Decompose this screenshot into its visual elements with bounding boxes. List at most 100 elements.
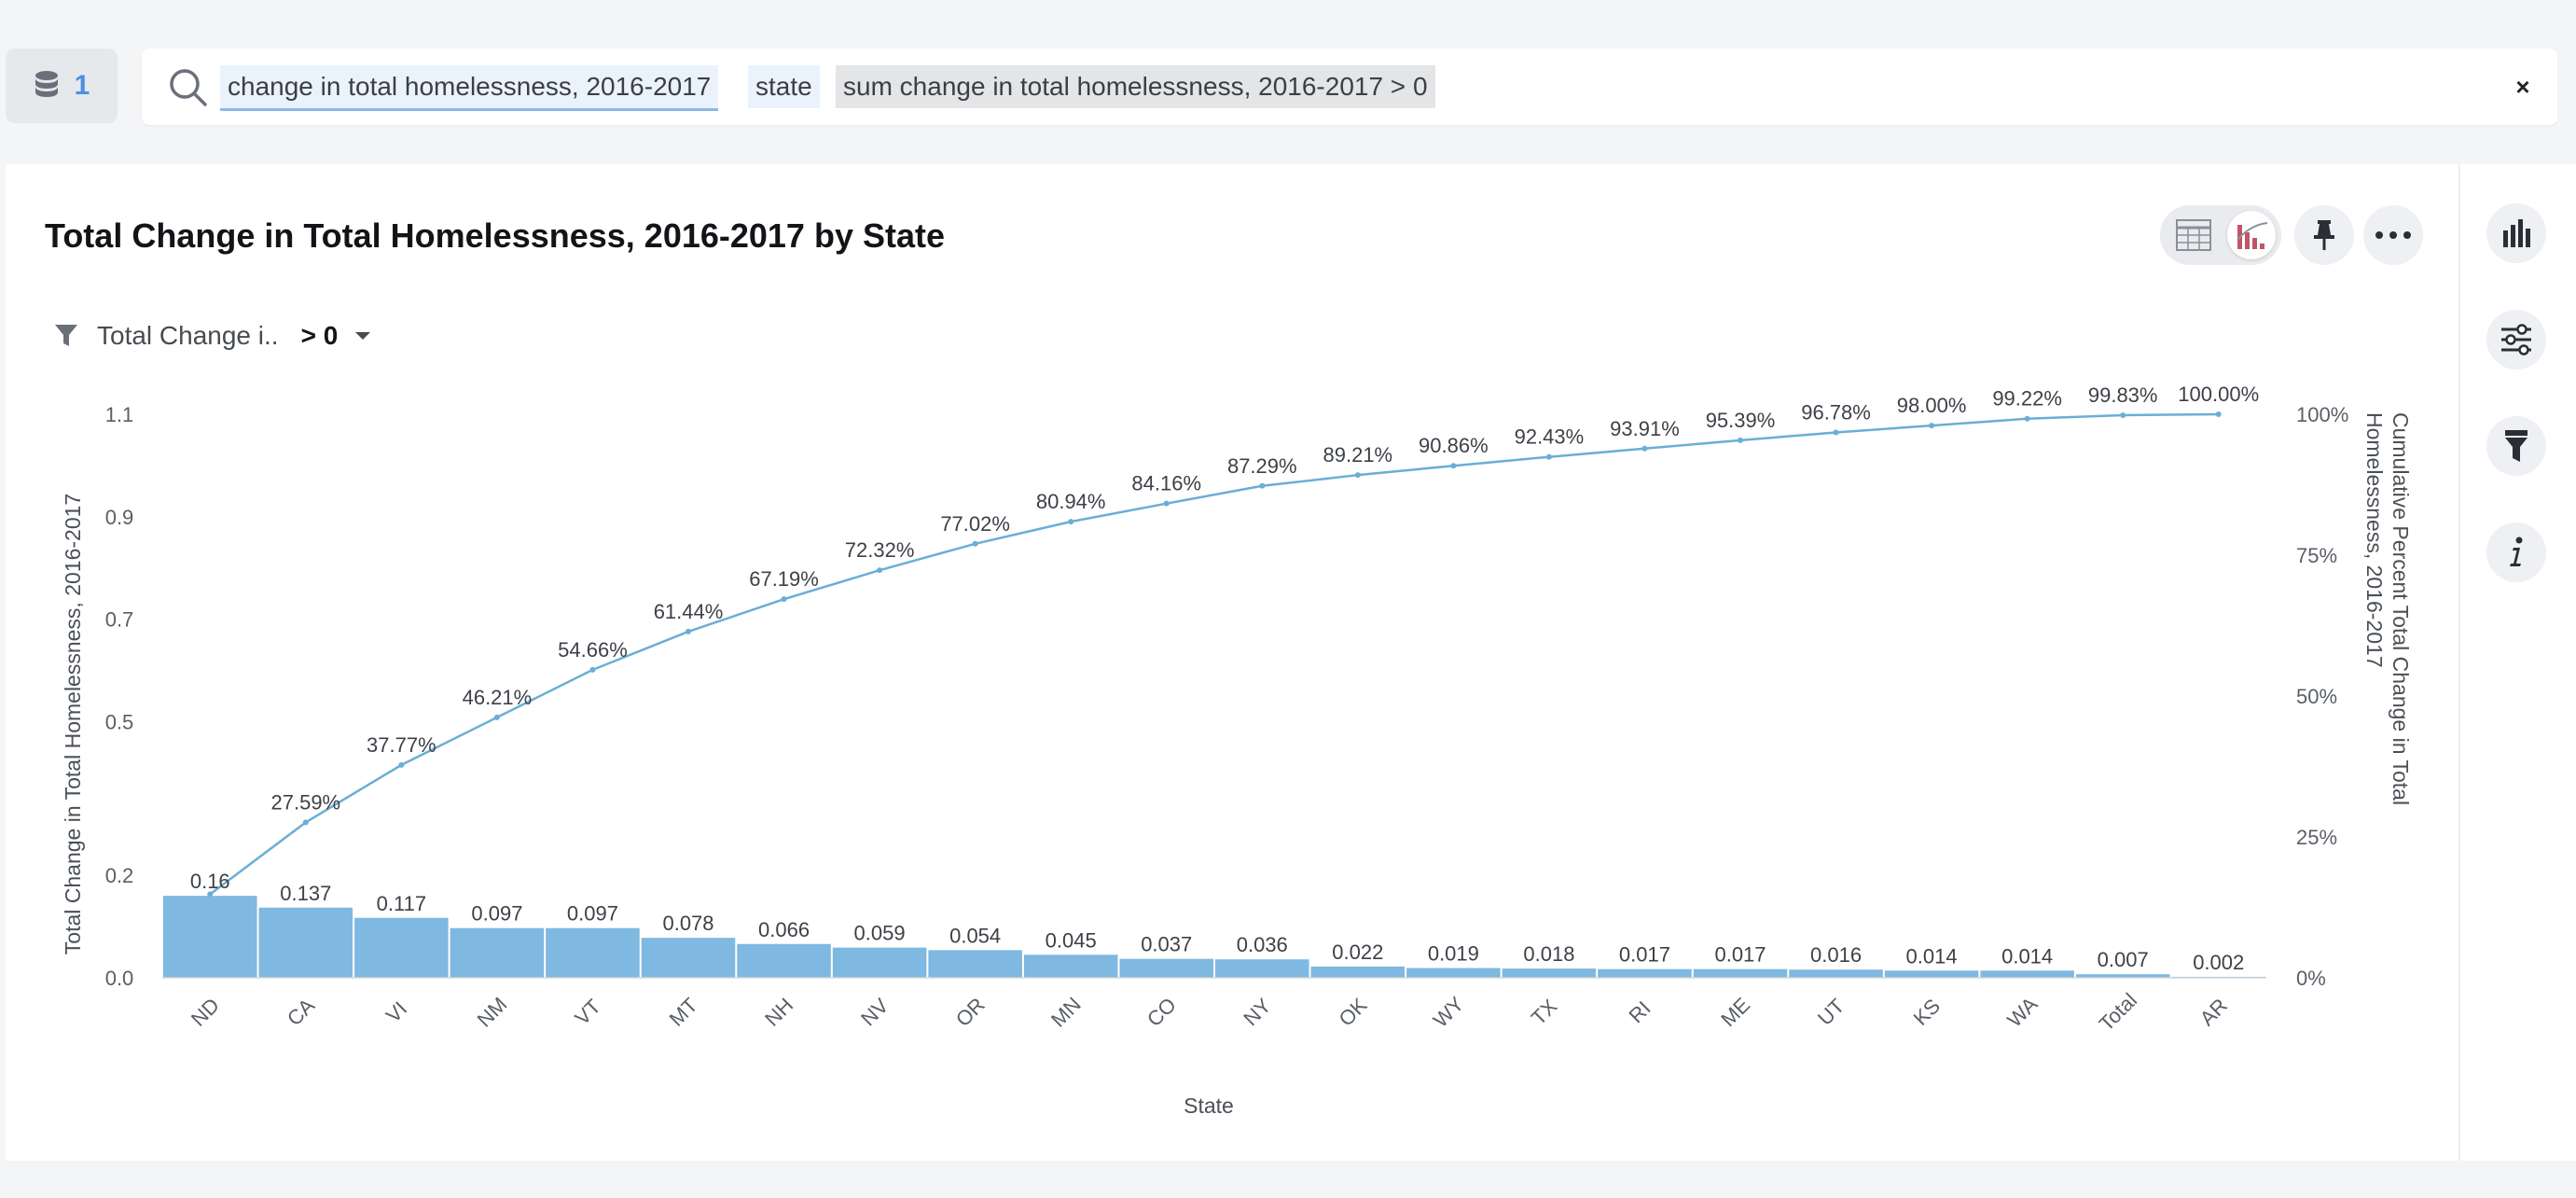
bar-vi: [354, 917, 449, 978]
line-value-label: 93.91%: [1610, 417, 1680, 440]
bar-value-label: 0.019: [1428, 942, 1479, 966]
info-button[interactable]: [2486, 522, 2546, 582]
y2-axis-title: Cumulative Percent Total Change in Total…: [2362, 412, 2413, 805]
line-value-label: 80.94%: [1036, 490, 1106, 513]
line-value-label: 90.86%: [1419, 434, 1489, 457]
bar-value-label: 0.066: [758, 918, 810, 941]
filter-icon: [55, 325, 77, 346]
line-point: [398, 761, 405, 768]
filter-value: > 0: [300, 321, 339, 350]
search-token-attribute[interactable]: state: [748, 65, 820, 108]
x-tick-label: UT: [1813, 994, 1849, 1029]
filter-chip[interactable]: Total Change i.. > 0: [54, 315, 371, 356]
bar-value-label: 0.017: [1714, 943, 1766, 967]
clear-search-button[interactable]: ×: [2503, 67, 2542, 106]
chevron-down-icon[interactable]: [354, 330, 371, 341]
line-value-label: 54.66%: [558, 638, 628, 662]
bar-mt: [641, 938, 736, 978]
settings-button[interactable]: [2486, 310, 2546, 369]
chart-config-button[interactable]: [2486, 203, 2546, 263]
bar-ny: [1215, 959, 1309, 978]
line-point: [589, 666, 596, 673]
more-options-button[interactable]: [2363, 205, 2423, 265]
y2-tick-label: 75%: [2296, 544, 2337, 567]
line-point: [493, 714, 500, 720]
line-point: [2024, 415, 2030, 422]
chart-type-icon: [2237, 222, 2268, 249]
y-tick-label: 0.2: [105, 864, 134, 887]
line-value-label: 95.39%: [1706, 409, 1776, 432]
search-icon: [170, 69, 207, 106]
search-token-filter[interactable]: sum change in total homelessness, 2016-2…: [836, 65, 1435, 108]
chart-view-button[interactable]: [2227, 211, 2276, 259]
side-panel-divider: [2458, 164, 2460, 1161]
line-point: [1738, 437, 1743, 443]
line-point: [1163, 500, 1170, 507]
x-tick-label: ME: [1716, 993, 1754, 1031]
x-tick-label: MT: [665, 994, 702, 1031]
x-tick-label: MN: [1046, 993, 1086, 1032]
pin-icon: [2314, 220, 2334, 250]
line-value-label: 67.19%: [749, 567, 819, 591]
y-tick-label: 0.5: [105, 710, 134, 733]
bar-ca: [258, 907, 353, 978]
y2-tick-label: 25%: [2296, 826, 2337, 849]
line-value-label: 27.59%: [271, 790, 341, 814]
line-point: [972, 540, 978, 547]
line-point: [1929, 423, 1935, 429]
line-value-label: 72.32%: [845, 538, 915, 562]
bar-vt: [546, 927, 640, 978]
x-tick-label: OK: [1334, 993, 1371, 1030]
x-tick-label: OR: [951, 993, 990, 1031]
line-point: [781, 596, 787, 603]
x-tick-label: NM: [473, 993, 512, 1032]
bar-value-label: 0.014: [2001, 944, 2053, 968]
table-view-button[interactable]: [2169, 211, 2218, 259]
bar-value-label: 0.037: [1141, 933, 1192, 956]
bar-value-label: 0.017: [1619, 943, 1670, 967]
line-value-label: 37.77%: [367, 733, 436, 757]
bar-ks: [1884, 970, 1979, 978]
x-tick-label: CA: [283, 994, 320, 1031]
view-toggle[interactable]: [2160, 205, 2281, 265]
line-point: [877, 567, 883, 574]
line-point: [2120, 412, 2126, 419]
bar-ri: [1598, 968, 1692, 978]
search-token-measure[interactable]: change in total homelessness, 2016-2017: [220, 65, 719, 111]
x-tick-label: NH: [760, 994, 797, 1031]
line-value-label: 61.44%: [654, 600, 724, 623]
bar-nd: [163, 896, 257, 978]
search-bar[interactable]: change in total homelessness, 2016-2017 …: [142, 49, 2557, 125]
line-value-label: 77.02%: [940, 512, 1010, 536]
x-tick-label: KS: [1909, 994, 1945, 1029]
answer-card: Total Change in Total Homelessness, 2016…: [6, 164, 2458, 1161]
filters-button[interactable]: [2486, 416, 2546, 476]
bar-value-label: 0.054: [949, 924, 1001, 947]
bar-wy: [1406, 968, 1501, 978]
y-axis-title: Total Change in Total Homelessness, 2016…: [61, 494, 85, 954]
x-tick-label: WA: [2002, 992, 2042, 1031]
x-tick-label: Total: [2095, 988, 2142, 1036]
line-value-label: 96.78%: [1801, 400, 1871, 424]
more-icon: [2375, 231, 2411, 239]
line-value-label: 99.83%: [2088, 383, 2158, 407]
bar-value-label: 0.018: [1523, 942, 1574, 966]
table-icon: [2176, 219, 2211, 251]
y-tick-label: 0.9: [105, 506, 134, 529]
bar-co: [1119, 958, 1213, 978]
bar-wa: [1980, 970, 2074, 978]
x-axis-title: State: [1184, 1094, 1234, 1118]
y2-tick-label: 50%: [2296, 685, 2337, 708]
sliders-icon: [2501, 324, 2531, 355]
line-value-label: 46.21%: [463, 686, 533, 709]
pin-button[interactable]: [2294, 205, 2354, 265]
line-point: [207, 891, 214, 898]
line-point: [302, 819, 309, 826]
bar-nh: [737, 943, 831, 978]
x-tick-label: VT: [570, 995, 605, 1030]
bar-value-label: 0.117: [377, 892, 426, 915]
datasource-button[interactable]: 1: [6, 49, 118, 123]
bar-value-label: 0.097: [567, 902, 618, 926]
x-tick-label: CO: [1143, 993, 1181, 1031]
